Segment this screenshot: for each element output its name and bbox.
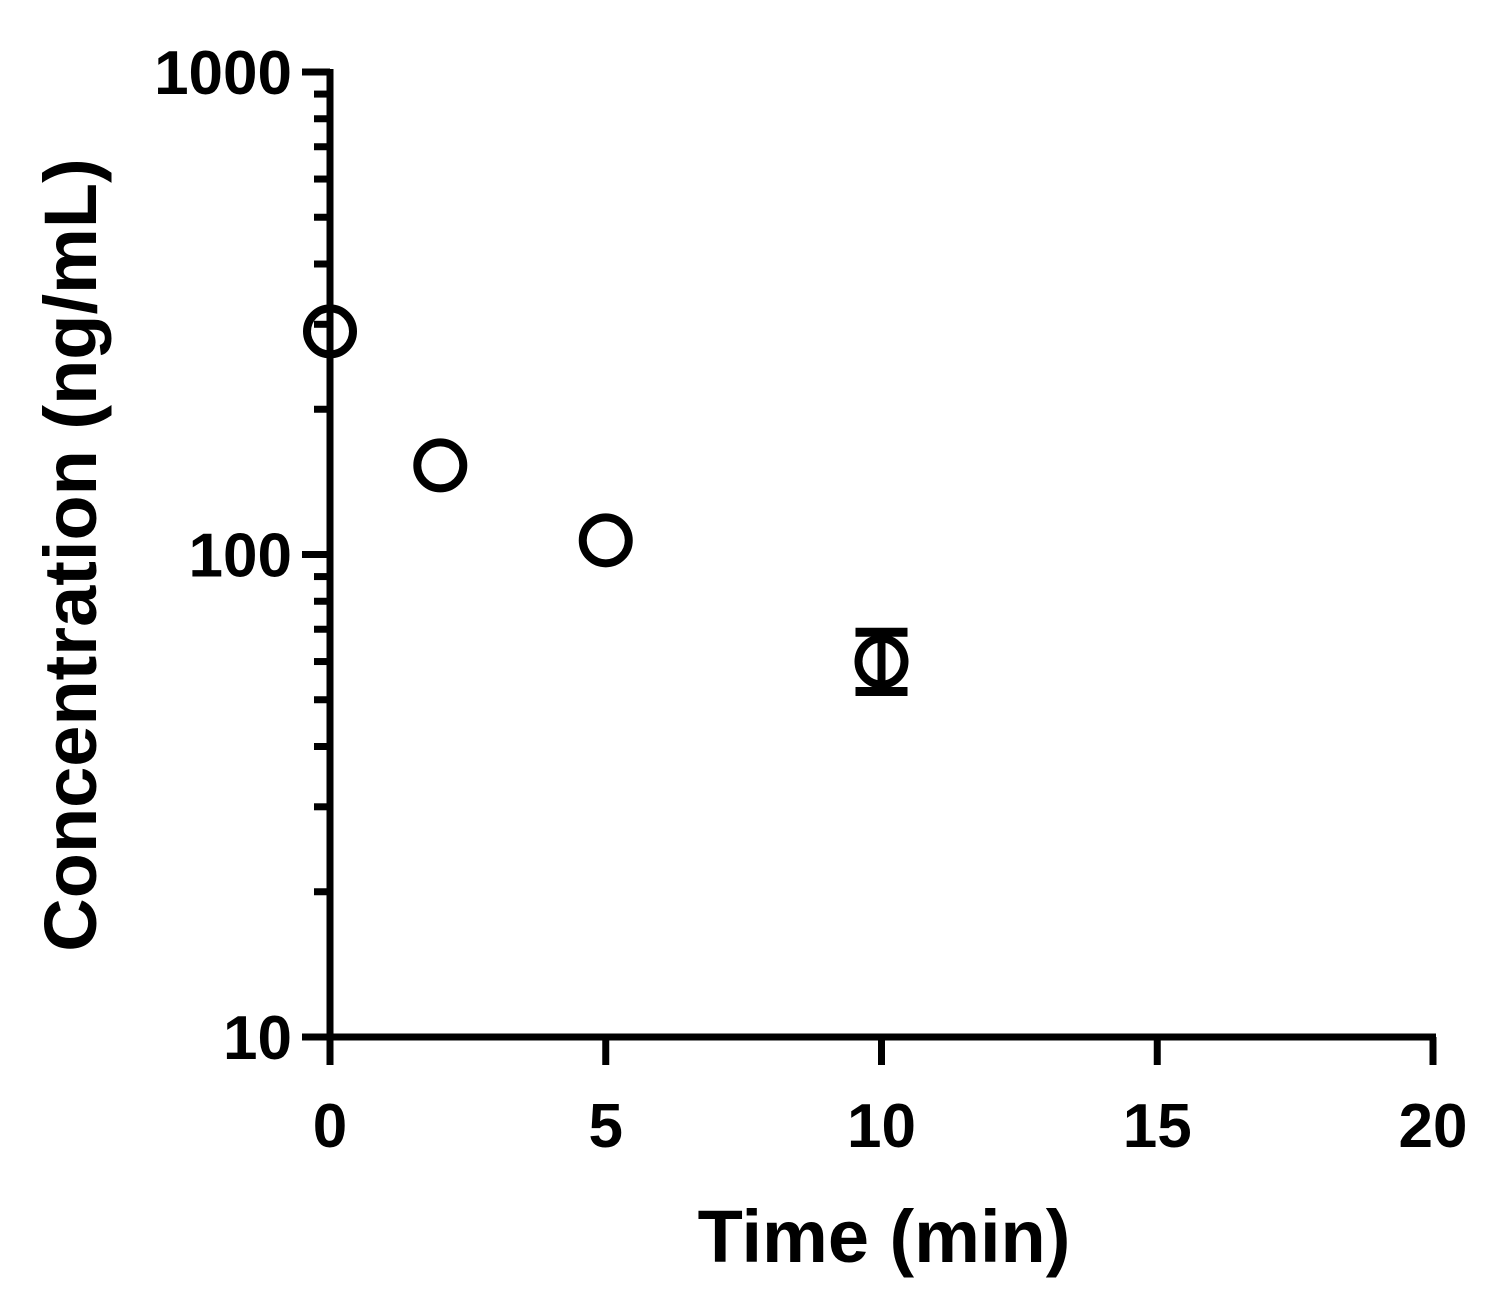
tick-labels: 10 100 1000 0 5 10 15 20: [154, 39, 1467, 1161]
data-point: [578, 513, 633, 568]
y-tick-label: 1000: [154, 39, 292, 108]
x-tick-label: 5: [589, 1092, 623, 1161]
x-tick-label: 20: [1399, 1092, 1468, 1161]
y-tick-label: 10: [223, 1004, 292, 1073]
x-tick-label: 0: [313, 1092, 347, 1161]
x-tick-label: 10: [847, 1092, 916, 1161]
data-point: [413, 438, 468, 493]
y-tick-label: 100: [189, 522, 292, 591]
axes: [302, 68, 1437, 1065]
data-point: [854, 634, 909, 689]
y-axis-title: Concentration (ng/mL): [29, 158, 112, 951]
data-point: [303, 304, 357, 359]
x-tick-label: 15: [1123, 1092, 1192, 1161]
x-axis-title: Time (min): [698, 1195, 1071, 1278]
data-marks: [303, 304, 909, 697]
